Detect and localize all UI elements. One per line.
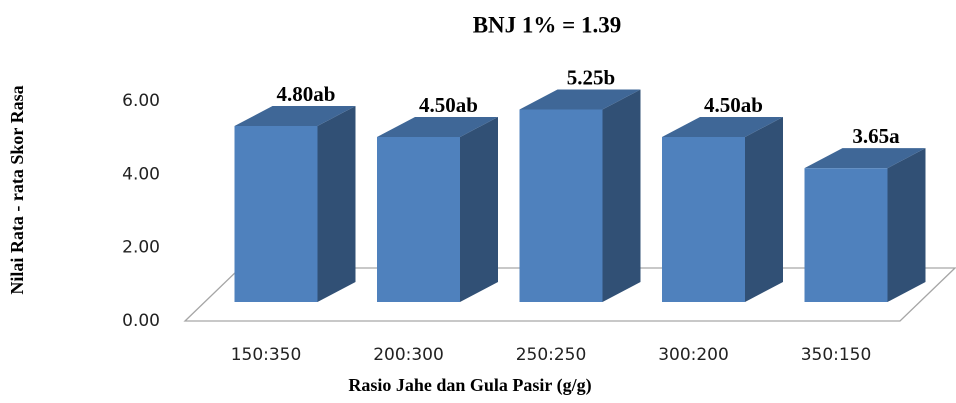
x-tick-label: 200:300 [373,345,444,365]
x-tick-label: 350:150 [801,345,872,365]
y-tick-label: 6.00 [122,91,160,111]
bar-side [460,117,498,302]
bar-top [519,89,641,110]
bar [377,137,460,302]
bar-side [602,89,641,302]
bar-top [234,106,356,126]
y-tick-label: 0.00 [122,311,160,331]
x-tick-label: 150:350 [231,345,302,365]
chart-title: BNJ 1% = 1.39 [473,12,622,37]
x-tick-label: 300:200 [658,345,729,365]
x-axis-label: Rasio Jahe dan Gula Pasir (g/g) [348,375,591,396]
bar [519,109,603,302]
bar [804,168,888,302]
bar-side [887,148,926,302]
bar-top [377,117,498,137]
bar [234,126,318,302]
data-label: 3.65a [852,124,900,148]
bar-top [662,117,783,137]
data-label: 4.80ab [277,82,336,106]
data-label: 4.50ab [704,93,763,117]
data-label: 5.25b [567,65,615,89]
bar [662,137,745,302]
y-tick-label: 2.00 [122,238,160,258]
x-tick-label: 250:250 [516,345,587,365]
bar-side [317,106,356,302]
floor [183,267,956,322]
y-tick-label: 4.00 [122,164,160,184]
data-label: 4.50ab [419,93,478,117]
y-axis-label: Nilai Rata - rata Skor Rasa [7,85,27,294]
bar-side [745,117,783,302]
bar-top [804,148,926,169]
